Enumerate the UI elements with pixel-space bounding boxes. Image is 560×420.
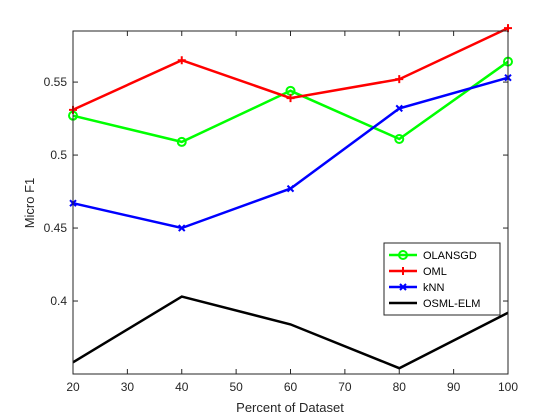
data-point-olansgd bbox=[394, 134, 405, 145]
x-tick-label: 50 bbox=[229, 380, 243, 394]
data-point-knn bbox=[178, 224, 186, 232]
x-tick-label: 40 bbox=[175, 380, 189, 394]
x-tick-label: 30 bbox=[121, 380, 135, 394]
data-point-oml bbox=[177, 56, 186, 65]
ticks-layer: 20 30 40 50 60 70 80 90 100 0.4 0.45 0.5 0.55 bbox=[44, 31, 518, 394]
legend-item-osml-elm: OSML-ELM bbox=[389, 298, 480, 310]
series-line-osml-elm bbox=[72, 295, 509, 370]
series-osml-elm bbox=[72, 295, 509, 370]
data-point-oml bbox=[395, 75, 404, 84]
legend-marker bbox=[399, 267, 407, 275]
x-tick-label: 80 bbox=[393, 380, 407, 394]
y-tick-label: 0.55 bbox=[44, 75, 68, 89]
y-axis-label: Micro F1 bbox=[22, 178, 37, 229]
x-tick-label: 70 bbox=[338, 380, 352, 394]
legend-label: OLANSGD bbox=[423, 250, 477, 262]
x-tick-label: 60 bbox=[284, 380, 298, 394]
y-tick-label: 0.45 bbox=[44, 221, 68, 235]
legend-item-olansgd: OLANSGD bbox=[389, 250, 477, 262]
y-tick-label: 0.4 bbox=[50, 294, 67, 308]
x-tick-label: 100 bbox=[498, 380, 518, 394]
plot-area bbox=[73, 31, 508, 374]
x-axis-label: Percent of Dataset bbox=[236, 400, 344, 415]
legend-label: OML bbox=[423, 266, 447, 278]
legend-item-knn: kNN bbox=[389, 282, 444, 294]
series-line-olansgd bbox=[72, 60, 509, 144]
legend-label: kNN bbox=[423, 282, 444, 294]
legend: OLANSGD OML kNN OSML-ELM bbox=[383, 242, 501, 316]
data-point-olansgd bbox=[176, 136, 187, 147]
data-point-oml bbox=[286, 94, 295, 103]
legend-item-oml: OML bbox=[389, 266, 447, 278]
x-tick-label: 20 bbox=[66, 380, 80, 394]
data-point-knn bbox=[395, 104, 403, 113]
x-tick-label: 90 bbox=[447, 380, 461, 394]
y-tick-label: 0.5 bbox=[50, 148, 67, 162]
legend-marker bbox=[399, 283, 407, 291]
series-knn bbox=[69, 73, 512, 232]
legend-label: OSML-ELM bbox=[423, 298, 480, 310]
data-point-knn bbox=[286, 184, 295, 193]
legend-marker bbox=[398, 250, 408, 260]
